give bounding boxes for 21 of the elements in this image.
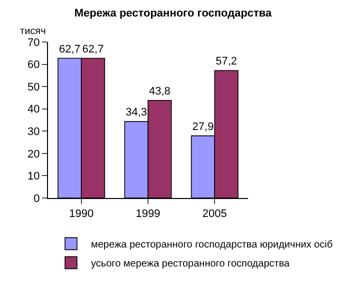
legend-label: усього мережа ресторанного господарства bbox=[91, 258, 290, 270]
data-label: 43,8 bbox=[148, 85, 170, 98]
y-tick-label: 10 bbox=[28, 170, 40, 183]
y-tick-label: 40 bbox=[28, 104, 40, 116]
data-label: 57,2 bbox=[216, 56, 238, 68]
y-tick-label: 30 bbox=[28, 126, 40, 138]
data-label: 62,7 bbox=[82, 43, 104, 56]
x-tick-label: 2005 bbox=[202, 208, 227, 220]
data-label: 27,9 bbox=[192, 120, 214, 133]
y-tick-label: 20 bbox=[28, 148, 40, 160]
legend-label: мережа ресторанного господарства юридичних осіб bbox=[91, 240, 333, 251]
y-tick-label: 60 bbox=[28, 59, 40, 72]
y-axis-title: тисяч bbox=[20, 26, 46, 37]
y-tick-label: 70 bbox=[28, 36, 40, 49]
x-tick-label: 1999 bbox=[136, 208, 160, 220]
chart-title: Мережа ресторанного господарства bbox=[74, 7, 273, 20]
data-label: 34,3 bbox=[126, 106, 148, 119]
y-tick-label: 0 bbox=[34, 192, 40, 205]
y-tick-label: 50 bbox=[28, 81, 40, 94]
x-tick-label: 1990 bbox=[69, 208, 94, 220]
data-label: 62,7 bbox=[58, 43, 80, 56]
